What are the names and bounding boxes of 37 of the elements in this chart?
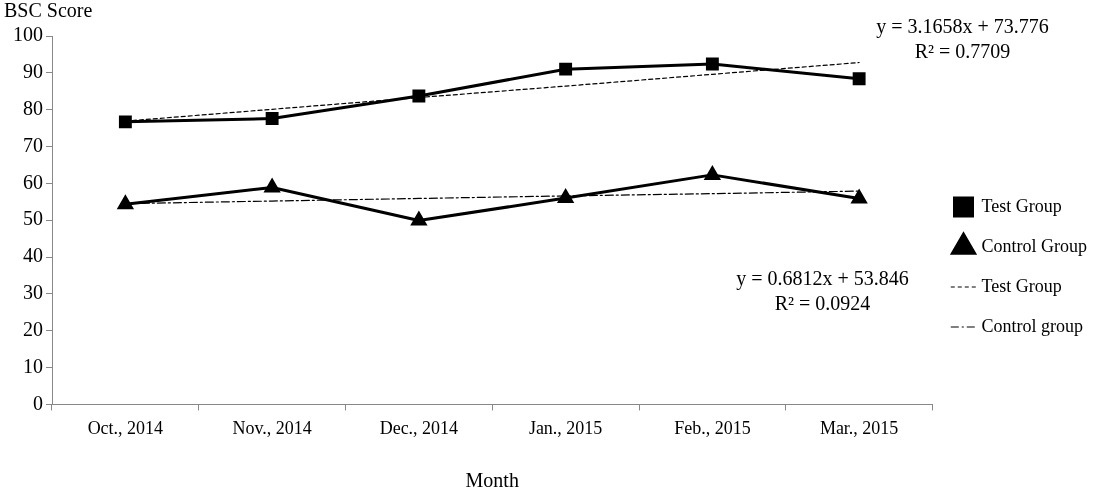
annotation: y = 3.1658x + 73.776 R² = 0.7709 <box>876 15 1049 63</box>
x-tick-label: Dec., 2014 <box>379 417 459 438</box>
point <box>265 112 279 125</box>
y-axis-title: BSC Score <box>4 0 93 22</box>
y-tick-label: 20 <box>23 317 43 340</box>
point <box>117 195 133 210</box>
legend-label: Test Group <box>981 195 1062 216</box>
point <box>412 89 426 103</box>
y-tick-label: 0 <box>33 391 43 414</box>
point <box>118 115 132 129</box>
x-axis-title: Month <box>465 469 519 492</box>
y-tick-label: 100 <box>13 23 43 46</box>
y-tick-label: 10 <box>23 354 43 377</box>
y-tick-label: 50 <box>23 207 43 230</box>
legend-label: Control Group <box>981 235 1087 256</box>
legend-label: Test Group <box>981 275 1062 296</box>
point <box>705 57 719 71</box>
x-tick-label: Jan., 2015 <box>528 417 603 438</box>
legend-label: Control group <box>981 315 1083 336</box>
point <box>559 62 573 76</box>
x-tick-label: Feb., 2015 <box>674 417 751 438</box>
annotation: y = 0.6812x + 53.846 R² = 0.0924 <box>736 267 909 315</box>
y-tick-label: 90 <box>23 60 43 83</box>
y-tick-label: 70 <box>23 133 43 156</box>
y-tick-label: 60 <box>23 170 43 193</box>
y-tick-label: 30 <box>23 281 43 304</box>
point <box>851 189 867 204</box>
y-tick-label: 40 <box>23 244 43 267</box>
point <box>411 212 427 226</box>
x-tick-label: Oct., 2014 <box>87 417 164 438</box>
point <box>852 72 866 86</box>
y-tick-label: 80 <box>23 96 43 119</box>
x-tick-label: Mar., 2015 <box>819 417 899 438</box>
point <box>704 166 720 180</box>
x-tick-label: Nov., 2014 <box>232 417 312 438</box>
point <box>558 189 574 204</box>
point <box>264 178 280 193</box>
